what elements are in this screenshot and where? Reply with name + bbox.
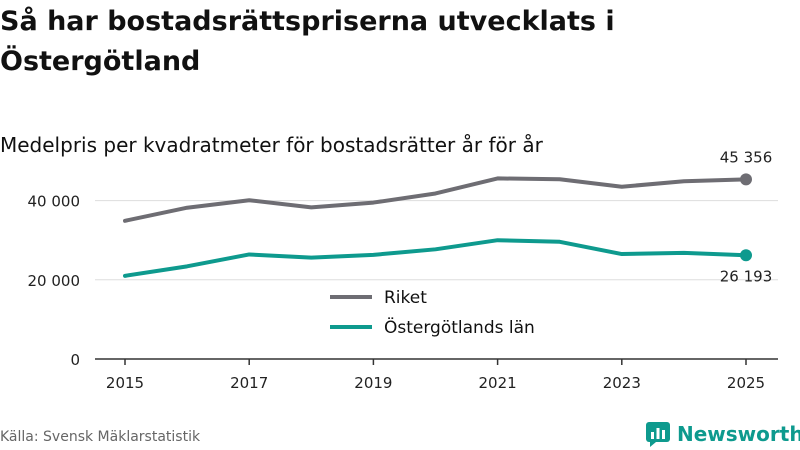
legend-label: Östergötlands län bbox=[384, 316, 535, 338]
x-tick-label: 2019 bbox=[354, 374, 392, 392]
series-line-ostergotland bbox=[123, 238, 748, 278]
end-value-label: 26 193 bbox=[720, 267, 773, 285]
x-tick-label: 2021 bbox=[479, 374, 517, 392]
y-tick-label: 20 000 bbox=[28, 272, 81, 290]
legend-label: Riket bbox=[384, 288, 427, 308]
brand-name: Newsworthy bbox=[677, 422, 800, 446]
x-tick-label: 2017 bbox=[230, 374, 268, 392]
y-tick-label: 0 bbox=[70, 351, 80, 369]
series-endpoint bbox=[740, 173, 752, 186]
end-value-label: 45 356 bbox=[720, 148, 773, 166]
y-tick-label: 40 000 bbox=[28, 193, 81, 211]
x-tick-label: 2025 bbox=[727, 374, 765, 392]
chart-subtitle: Medelpris per kvadratmeter för bostadsrä… bbox=[0, 133, 543, 157]
newsworthy-logo: Newsworthy bbox=[645, 421, 800, 447]
x-tick-label: 2015 bbox=[106, 374, 144, 392]
series-endpoint bbox=[740, 249, 752, 262]
x-tick-label: 2023 bbox=[603, 374, 641, 392]
newsworthy-icon bbox=[646, 422, 670, 447]
source-note: Källa: Svensk Mäklarstatistik bbox=[0, 429, 201, 445]
series-line-riket bbox=[123, 176, 748, 223]
chart-title: Så har bostadsrättspriserna utvecklats i… bbox=[0, 6, 615, 77]
